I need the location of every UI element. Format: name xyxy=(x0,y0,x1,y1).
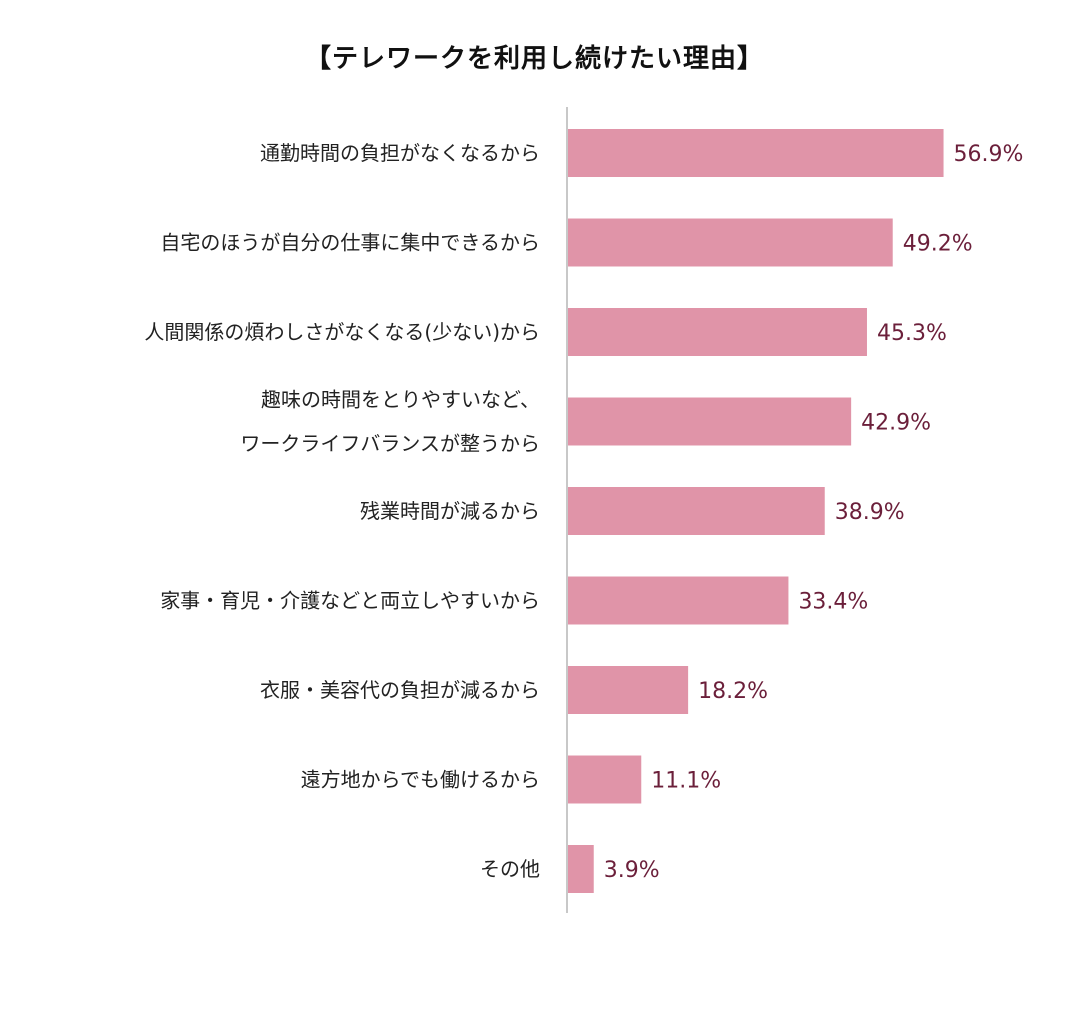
bar xyxy=(568,218,893,267)
category-label: その他 xyxy=(480,857,540,881)
value-label: 33.4% xyxy=(798,590,868,615)
value-label: 3.9% xyxy=(604,858,660,883)
bar xyxy=(568,755,642,804)
category-label: 残業時間が減るから xyxy=(360,499,540,523)
bar xyxy=(568,576,789,625)
category-label: 自宅のほうが自分の仕事に集中できるから xyxy=(160,231,540,255)
category-label: 人間関係の煩わしさがなくなる(少ない)から xyxy=(144,320,540,344)
value-label: 11.1% xyxy=(651,769,721,794)
bar xyxy=(568,666,689,714)
bar xyxy=(568,308,867,356)
value-label: 56.9% xyxy=(954,142,1024,167)
category-label: 遠方地からでも働けるから xyxy=(301,768,540,792)
value-label: 18.2% xyxy=(698,679,768,704)
value-label: 42.9% xyxy=(861,411,931,436)
category-label: 家事・育児・介護などと両立しやすいから xyxy=(160,589,540,613)
value-label: 49.2% xyxy=(903,232,973,257)
bar xyxy=(568,487,825,535)
bar xyxy=(568,397,852,446)
bar xyxy=(568,845,594,893)
chart-title: 【テレワークを利用し続けたい理由】 xyxy=(304,44,764,74)
category-label: 趣味の時間をとりやすいなど、 xyxy=(261,388,540,412)
category-label: ワークライフバランスが整うから xyxy=(240,432,540,456)
value-label: 38.9% xyxy=(835,500,905,525)
bar xyxy=(568,129,944,177)
category-label: 通勤時間の負担がなくなるから xyxy=(260,141,540,165)
category-label: 衣服・美容代の負担が減るから xyxy=(260,678,540,702)
value-label: 45.3% xyxy=(877,321,947,346)
